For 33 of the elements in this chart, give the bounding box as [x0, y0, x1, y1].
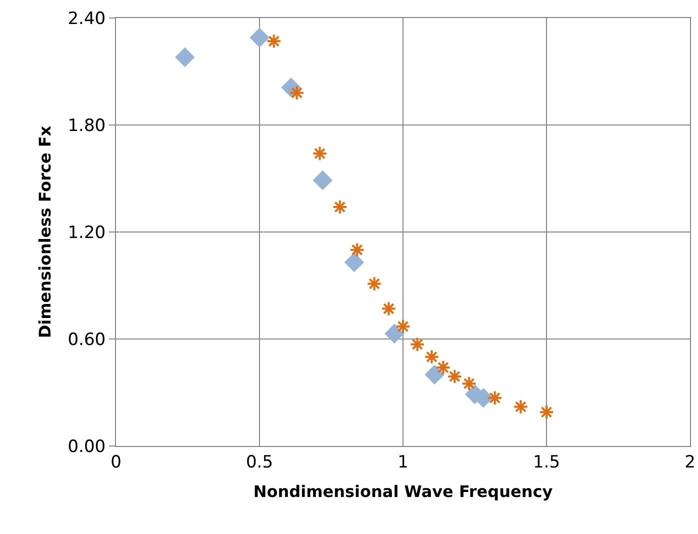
point: [395, 318, 411, 334]
point: [344, 252, 364, 272]
y-tick-label: 2.40: [68, 8, 106, 29]
point: [436, 360, 451, 376]
point: [313, 170, 332, 190]
x-axis-title: Nondimensional Wave Frequency: [253, 482, 554, 502]
x-tick-label: 1: [398, 452, 408, 472]
point: [366, 276, 382, 292]
y-tick-label: 0.00: [68, 436, 106, 457]
y-tick-label: 0.60: [68, 330, 106, 350]
point: [461, 376, 477, 392]
point: [266, 34, 282, 49]
point: [250, 28, 269, 48]
x-tick-label: 2: [684, 452, 696, 472]
point: [384, 324, 404, 344]
point: [447, 368, 462, 384]
point: [312, 146, 328, 162]
point: [513, 399, 528, 414]
point: [381, 301, 396, 316]
point: [175, 48, 194, 67]
point: [487, 390, 502, 406]
x-tick-label: 0: [110, 452, 122, 472]
y-tick-label: 1.80: [68, 116, 106, 136]
point: [410, 336, 425, 352]
point: [424, 349, 440, 364]
y-tick-label: 1.20: [68, 222, 106, 243]
x-tick-label: 0.5: [246, 452, 274, 472]
x-tick-label: 1.5: [532, 452, 560, 472]
point: [349, 242, 365, 258]
point: [332, 199, 348, 215]
point: [425, 365, 444, 384]
point: [538, 404, 554, 420]
y-axis-title: Dimensionless Force Fx: [36, 125, 55, 338]
